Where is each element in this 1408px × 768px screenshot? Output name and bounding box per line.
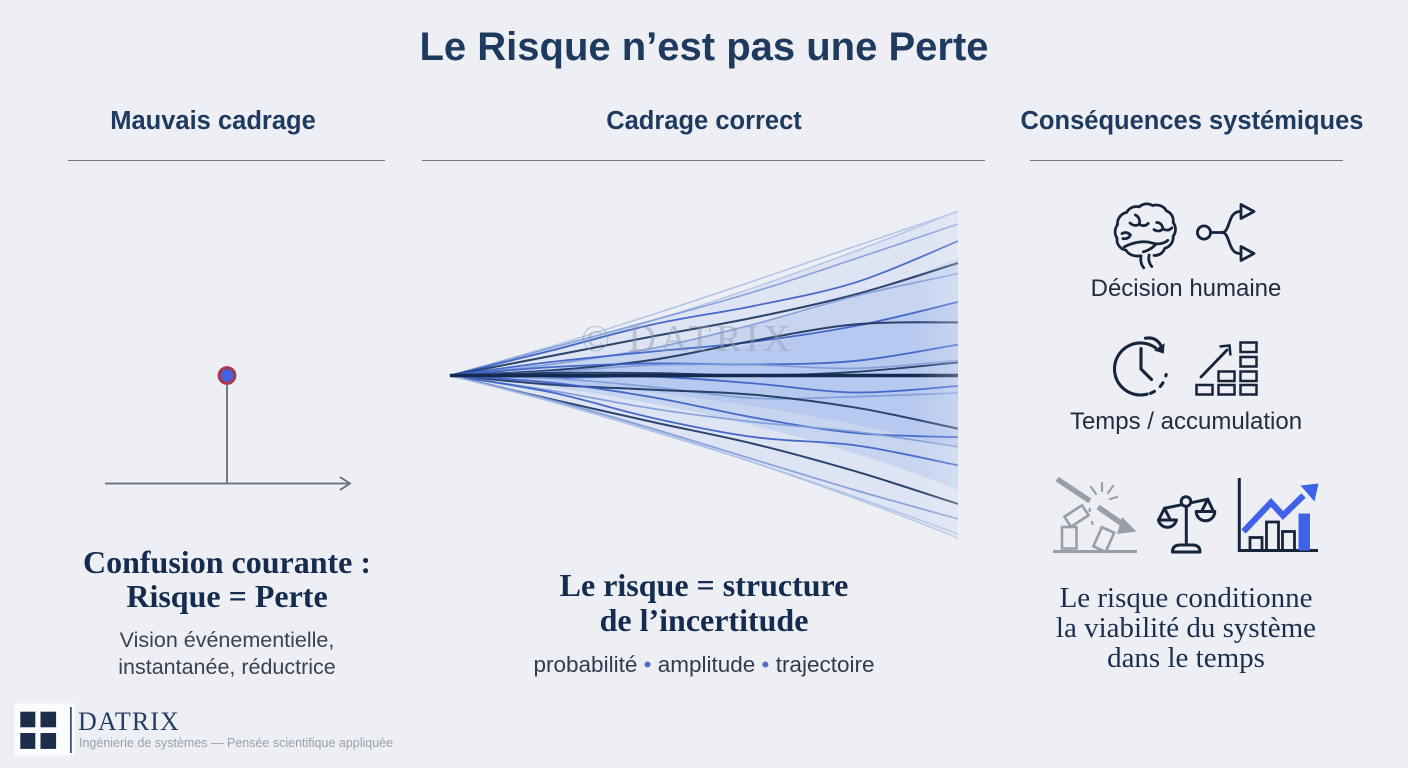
svg-text:© DATRIX: © DATRIX <box>581 318 795 360</box>
svg-text:DATRIX: DATRIX <box>78 707 180 736</box>
svg-text:Ingénierie de systèmes — Pensé: Ingénierie de systèmes — Pensée scientif… <box>79 736 393 750</box>
